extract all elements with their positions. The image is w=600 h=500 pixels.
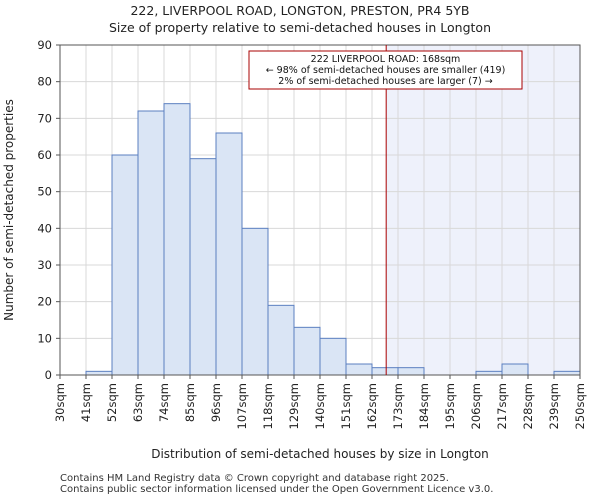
y-tick-label: 70: [37, 111, 52, 125]
chart-subtitle: Size of property relative to semi-detach…: [109, 20, 491, 35]
histogram-bar-74sqm: [163, 103, 191, 376]
annotation-title: 222 LIVERPOOL ROAD: 168sqm: [311, 54, 461, 65]
histogram-bar-85sqm: [189, 158, 217, 376]
y-tick-label: 0: [45, 368, 52, 382]
larger-region-highlight: [386, 45, 580, 375]
chart-title: 222, LIVERPOOL ROAD, LONGTON, PRESTON, P…: [130, 3, 470, 18]
x-tick-label: 74sqm: [157, 383, 171, 422]
x-tick-label: 239sqm: [547, 383, 561, 429]
x-tick-label: 228sqm: [521, 383, 535, 429]
x-tick-label: 129sqm: [287, 383, 301, 429]
histogram-bar-162sqm: [371, 367, 399, 376]
x-tick-label: 41sqm: [79, 383, 93, 422]
x-tick-label: 118sqm: [261, 383, 275, 429]
x-tick-label: 30sqm: [53, 383, 67, 422]
histogram-bar-107sqm: [241, 227, 269, 376]
x-tick-label: 162sqm: [365, 383, 379, 429]
x-tick-label: 151sqm: [339, 383, 353, 429]
histogram-bar-217sqm: [501, 363, 529, 376]
y-tick-label: 90: [37, 38, 52, 52]
histogram-bar-41sqm: [85, 370, 113, 376]
x-tick-label: 63sqm: [131, 383, 145, 422]
footer-copyright: Contains HM Land Registry data © Crown c…: [60, 473, 449, 484]
x-tick-label: 107sqm: [235, 383, 249, 429]
histogram-bar-63sqm: [137, 110, 165, 376]
histogram-bar-173sqm: [397, 367, 425, 376]
y-tick-label: 40: [37, 221, 52, 235]
annotation-larger: 2% of semi-detached houses are larger (7…: [278, 76, 492, 87]
histogram-bar-140sqm: [319, 337, 347, 376]
histogram-bar-129sqm: [293, 326, 321, 376]
x-tick-label: 140sqm: [313, 383, 327, 429]
y-tick-label: 20: [37, 295, 52, 309]
x-axis-title: Distribution of semi-detached houses by …: [151, 447, 489, 461]
x-tick-label: 52sqm: [105, 383, 119, 422]
x-tick-label: 85sqm: [183, 383, 197, 422]
y-tick-label: 30: [37, 258, 52, 272]
x-tick-label: 184sqm: [417, 383, 431, 429]
y-tick-label: 60: [37, 148, 52, 162]
x-tick-label: 96sqm: [209, 383, 223, 422]
x-tick-label: 195sqm: [443, 383, 457, 429]
footer-licence: Contains public sector information licen…: [60, 484, 494, 495]
x-tick-label: 173sqm: [391, 383, 405, 429]
annotation-smaller: ← 98% of semi-detached houses are smalle…: [266, 65, 506, 76]
y-tick-label: 10: [37, 331, 52, 345]
y-tick-label: 50: [37, 185, 52, 199]
histogram-bar-118sqm: [267, 304, 295, 376]
annotation-box: [248, 50, 523, 90]
x-tick-label: 206sqm: [469, 383, 483, 429]
histogram-bar-151sqm: [345, 363, 373, 376]
y-tick-label: 80: [37, 75, 52, 89]
x-tick-label: 217sqm: [495, 383, 509, 429]
y-axis-title: Number of semi-detached properties: [2, 99, 16, 321]
histogram-bar-239sqm: [553, 370, 581, 376]
x-tick-label: 250sqm: [573, 383, 587, 429]
histogram-bar-96sqm: [215, 132, 243, 376]
histogram-bar-206sqm: [475, 370, 503, 376]
histogram-bar-52sqm: [111, 154, 139, 376]
